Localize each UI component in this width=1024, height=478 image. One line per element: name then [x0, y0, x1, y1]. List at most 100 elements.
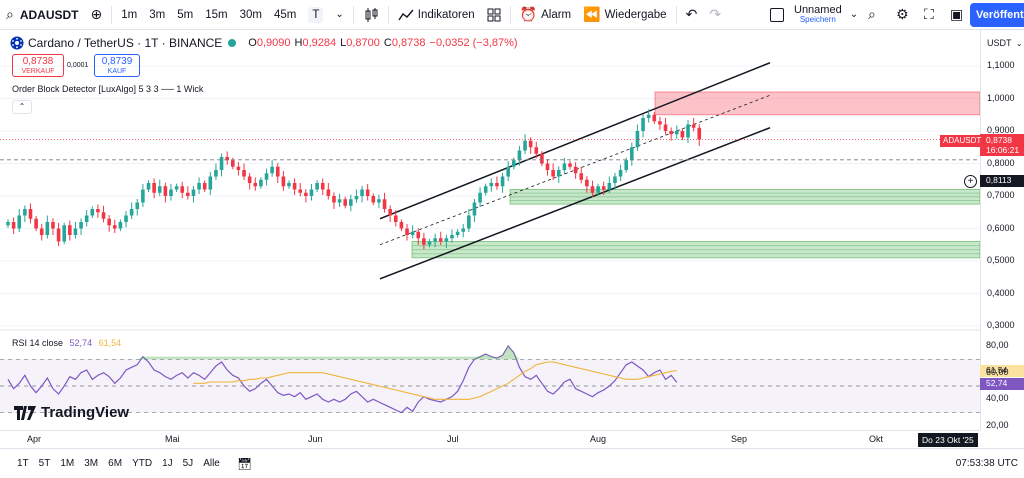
- chevron-down-icon: ⌄: [1015, 39, 1023, 48]
- candle-body: [674, 131, 679, 135]
- interval-dropdown[interactable]: ⌄: [329, 0, 349, 30]
- candle-body: [388, 209, 392, 216]
- symbol-title[interactable]: Cardano / TetherUS · 1T · BINANCE: [28, 36, 223, 50]
- candle-body: [601, 186, 606, 190]
- price-scale[interactable]: USDT ⌄ 1,1000 1,0000 0,9000 0,8000 0,7000 0,6…: [980, 30, 1024, 430]
- indicator-legend[interactable]: Order Block Detector [LuxAlgo] 5 3 3 ── …: [12, 84, 204, 94]
- publish-button[interactable]: Veröffent: [970, 3, 1024, 27]
- candle-body: [450, 235, 454, 239]
- candle-body: [483, 186, 488, 193]
- time-axis[interactable]: Apr Mai Jun Jul Aug Sep Okt Do 23 Okt '25: [0, 430, 980, 448]
- tradingview-logo[interactable]: TradingView: [14, 404, 129, 421]
- candle-body: [433, 238, 437, 242]
- snapshot-button[interactable]: ▣: [944, 0, 969, 30]
- trend-channel[interactable]: [379, 62, 771, 280]
- interval-3m[interactable]: 3m: [149, 8, 166, 21]
- candle-body: [416, 231, 421, 239]
- candle-body: [438, 238, 443, 242]
- undo-icon: ↶: [685, 6, 698, 22]
- range-button-1j[interactable]: 1J: [162, 458, 173, 469]
- collapse-legend-button[interactable]: ⌃: [12, 100, 32, 114]
- utc-clock[interactable]: 07:53:38 UTC: [955, 458, 1018, 469]
- candle-body: [517, 150, 522, 161]
- range-button-3m[interactable]: 3M: [84, 458, 99, 469]
- date-range-list: 1T 5T 1M 3M 6M YTD 1J 5J Alle: [0, 458, 225, 469]
- range-button-5j[interactable]: 5J: [182, 458, 194, 469]
- candle-body: [393, 215, 398, 222]
- candle-body: [112, 225, 117, 229]
- range-button-1m[interactable]: 1M: [60, 458, 75, 469]
- range-button-6m[interactable]: 6M: [108, 458, 123, 469]
- fullscreen-button[interactable]: ⛶: [918, 0, 940, 30]
- price-tick: 1,0000: [987, 92, 1015, 103]
- candle-body: [17, 215, 22, 229]
- goto-date-button[interactable]: 📅︎: [237, 457, 252, 471]
- order-blocks: [411, 91, 980, 259]
- rsi-tick: 40,00: [986, 393, 1009, 404]
- templates-button[interactable]: [481, 0, 507, 30]
- indicators-icon: [398, 9, 414, 20]
- layout-square-icon: [770, 7, 784, 22]
- sell-button[interactable]: 0,8738 VERKAUF: [12, 54, 64, 77]
- undo-button[interactable]: ↶: [680, 0, 704, 30]
- candle-body: [11, 222, 16, 229]
- candle-body: [630, 147, 634, 161]
- price-tick: 0,9000: [987, 125, 1015, 135]
- range-button-5t[interactable]: 5T: [38, 458, 51, 469]
- candle-body: [410, 231, 415, 235]
- candle-body: [208, 176, 213, 190]
- range-button-ytd[interactable]: YTD: [132, 458, 153, 469]
- layout-menu[interactable]: Unnamed Speichern ⌄: [764, 0, 864, 30]
- range-button-1t[interactable]: 1T: [17, 458, 29, 469]
- candle-body: [236, 166, 241, 170]
- chart-type-button[interactable]: [357, 0, 385, 30]
- range-button-alle[interactable]: Alle: [203, 458, 220, 469]
- chart-legend: Cardano / TetherUS · 1T · BINANCE O 0,909…: [10, 36, 518, 50]
- quick-search-button[interactable]: ⌕: [862, 0, 882, 30]
- candle-body: [349, 199, 353, 206]
- buy-button[interactable]: 0,8739 KAUF: [94, 54, 140, 77]
- camera-icon: ▣: [950, 6, 964, 22]
- chart-canvas[interactable]: [0, 30, 980, 430]
- replay-button[interactable]: ⏪ Wiedergabe: [577, 0, 672, 30]
- crosshair-date-badge: Do 23 Okt '25: [918, 433, 978, 447]
- interval-day[interactable]: T: [302, 0, 329, 30]
- interval-15m[interactable]: 15m: [205, 8, 228, 21]
- sell-price: 0,8738: [22, 56, 54, 67]
- interval-1m[interactable]: 1m: [121, 8, 138, 21]
- candle-body: [545, 163, 550, 170]
- candle-body: [152, 183, 156, 193]
- top-toolbar: ⌕ ADAUSDT ⊕ 1m 3m 5m 15m 30m 45m T ⌄ Ind…: [0, 0, 1024, 30]
- rsi-legend[interactable]: RSI 14 close 52,74 61,54: [12, 338, 121, 348]
- rsi-tick: 80,00: [986, 340, 1009, 350]
- time-label: Aug: [590, 434, 607, 444]
- indicators-button[interactable]: Indikatoren: [392, 0, 481, 30]
- symbol-search[interactable]: ⌕ ADAUSDT: [0, 0, 85, 30]
- settings-button[interactable]: ⚙: [890, 0, 915, 30]
- candle-body: [118, 222, 123, 229]
- candle-body: [146, 183, 151, 190]
- candle-body: [28, 209, 33, 219]
- currency-label[interactable]: USDT ⌄: [987, 38, 1023, 48]
- candle-body: [304, 192, 308, 196]
- add-symbol-button[interactable]: ⊕: [85, 0, 109, 30]
- alarm-button[interactable]: ⏰ Alarm: [514, 0, 577, 30]
- interval-30m[interactable]: 30m: [239, 8, 262, 21]
- interval-5m[interactable]: 5m: [177, 8, 194, 21]
- candle-body: [585, 179, 589, 187]
- candle-body: [202, 183, 207, 190]
- candle-body: [506, 166, 510, 177]
- price-tick: 0,6000: [987, 222, 1015, 233]
- candle-body: [315, 183, 319, 190]
- buy-price: 0,8739: [101, 56, 133, 67]
- candle-body: [275, 166, 280, 177]
- interval-active-label: T: [308, 6, 324, 23]
- candle-body: [607, 183, 612, 190]
- candle-body: [287, 183, 291, 187]
- add-alert-button[interactable]: +: [964, 174, 977, 188]
- interval-45m[interactable]: 45m: [273, 8, 297, 21]
- redo-button[interactable]: ↷: [703, 0, 727, 30]
- candle-body: [68, 225, 72, 235]
- tradingview-wordmark: TradingView: [41, 404, 130, 421]
- candle-body: [124, 215, 128, 222]
